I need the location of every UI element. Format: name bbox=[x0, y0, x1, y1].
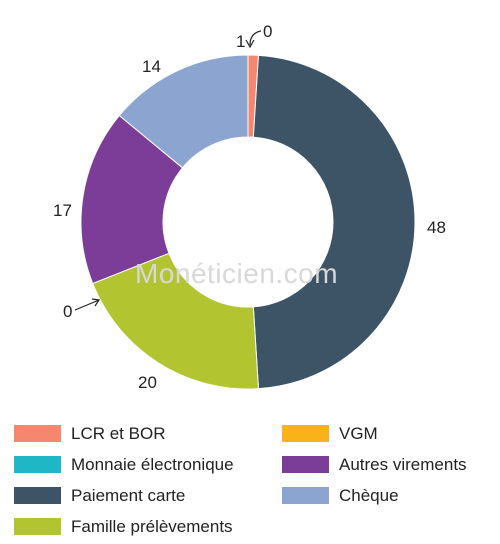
legend-swatch bbox=[14, 456, 61, 473]
legend-label: Chèque bbox=[339, 485, 399, 505]
legend-label: Paiement carte bbox=[71, 485, 186, 505]
legend-swatch bbox=[282, 487, 329, 504]
legend-swatch bbox=[14, 487, 61, 504]
legend-item-cheque: Chèque bbox=[282, 480, 467, 511]
legend-item-prelevements: Famille prélèvements bbox=[14, 511, 234, 542]
legend-column-left: LCR et BOR Monnaie électronique Paiement… bbox=[14, 418, 234, 542]
donut-chart: 1 0 48 20 0 17 14 bbox=[53, 22, 446, 392]
data-label-cheque: 14 bbox=[142, 57, 161, 76]
legend-swatch bbox=[14, 518, 61, 535]
legend-column-right: VGM Autres virements Chèque bbox=[282, 418, 467, 511]
legend-label: VGM bbox=[339, 423, 378, 443]
legend-item-virements: Autres virements bbox=[282, 449, 467, 480]
data-label-prelev: 20 bbox=[138, 373, 157, 392]
slice-autres-virements bbox=[80, 114, 184, 285]
watermark: Monéticien.com bbox=[135, 258, 339, 289]
legend-item-lcr: LCR et BOR bbox=[14, 418, 234, 449]
data-label-carte: 48 bbox=[427, 218, 446, 237]
donut-slices bbox=[80, 54, 416, 390]
slice-ch-que bbox=[118, 54, 249, 169]
data-label-vgm: 0 bbox=[263, 22, 272, 41]
data-label-virements: 17 bbox=[53, 201, 72, 220]
vgm-leader-line bbox=[249, 30, 262, 46]
monnaie-leader-line bbox=[74, 299, 100, 311]
legend-label: Autres virements bbox=[339, 454, 467, 474]
legend-item-carte: Paiement carte bbox=[14, 480, 234, 511]
legend-label: LCR et BOR bbox=[71, 423, 166, 443]
legend-swatch bbox=[14, 425, 61, 442]
legend-swatch bbox=[282, 456, 329, 473]
data-label-monnaie: 0 bbox=[63, 302, 72, 321]
slice-famille-pr-l-vements bbox=[92, 252, 260, 390]
legend-item-vgm: VGM bbox=[282, 418, 467, 449]
legend-label: Monnaie électronique bbox=[71, 454, 234, 474]
monnaie-leader-arrow bbox=[91, 298, 101, 307]
legend-item-monnaie: Monnaie électronique bbox=[14, 449, 234, 480]
data-label-lcr: 1 bbox=[236, 32, 245, 51]
slice-paiement-carte bbox=[252, 54, 416, 390]
legend-swatch bbox=[282, 425, 329, 442]
legend-label: Famille prélèvements bbox=[71, 516, 233, 536]
vgm-leader-arrow bbox=[245, 39, 255, 49]
